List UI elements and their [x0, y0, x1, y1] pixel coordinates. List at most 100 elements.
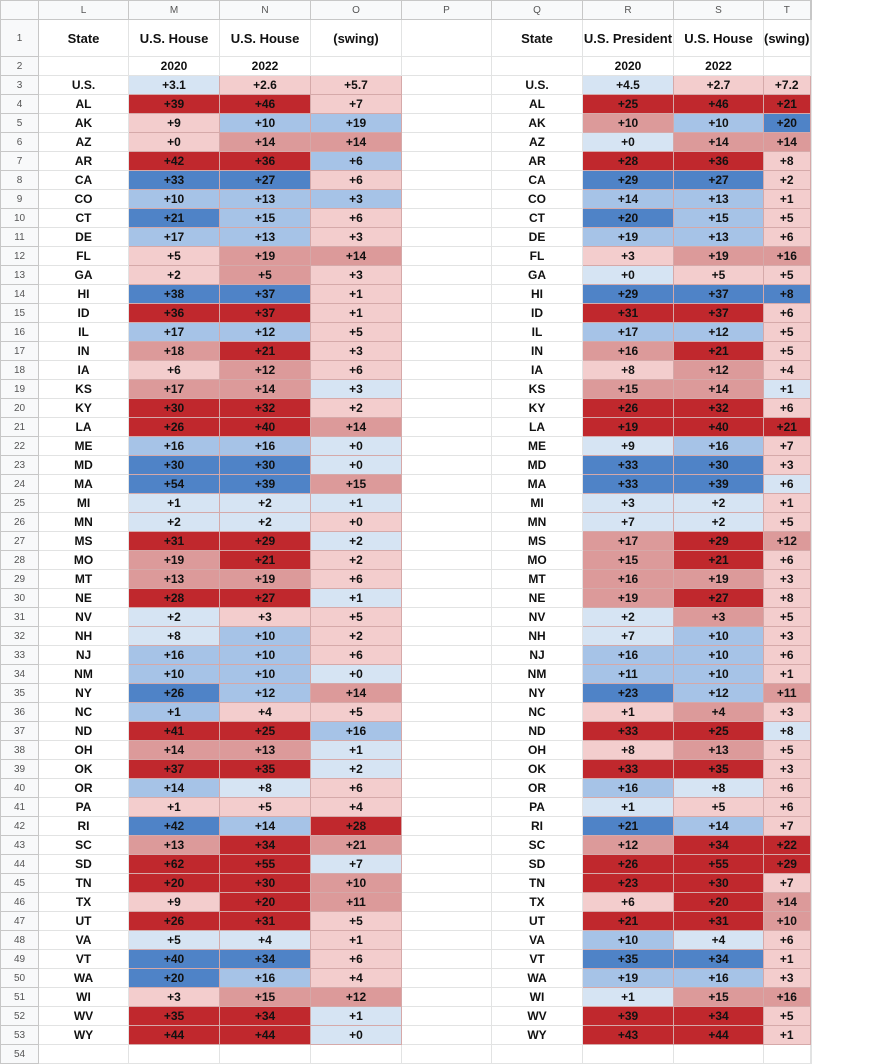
- value-cell[interactable]: +2: [763, 170, 811, 190]
- value-cell[interactable]: +3: [310, 265, 402, 285]
- state-cell[interactable]: VT: [491, 949, 583, 969]
- value-cell[interactable]: +14: [763, 892, 811, 912]
- state-cell[interactable]: ME: [491, 436, 583, 456]
- header-cell[interactable]: (swing): [763, 19, 811, 57]
- header-cell[interactable]: State: [491, 19, 583, 57]
- state-cell[interactable]: NV: [38, 607, 129, 627]
- value-cell[interactable]: +3: [582, 246, 674, 266]
- value-cell[interactable]: +16: [219, 968, 311, 988]
- column-header[interactable]: T: [763, 0, 811, 20]
- value-cell[interactable]: +5: [128, 930, 220, 950]
- value-cell[interactable]: +18: [128, 341, 220, 361]
- row-number[interactable]: 22: [0, 436, 39, 456]
- value-cell[interactable]: +7: [763, 873, 811, 893]
- value-cell[interactable]: +1: [310, 930, 402, 950]
- value-cell[interactable]: +19: [582, 227, 674, 247]
- empty-cell[interactable]: [310, 1044, 402, 1064]
- state-cell[interactable]: KY: [38, 398, 129, 418]
- value-cell[interactable]: +4: [763, 360, 811, 380]
- state-cell[interactable]: GA: [38, 265, 129, 285]
- row-number[interactable]: 23: [0, 455, 39, 475]
- value-cell[interactable]: +6: [310, 170, 402, 190]
- header-cell[interactable]: [38, 56, 129, 76]
- row-number[interactable]: 53: [0, 1025, 39, 1045]
- value-cell[interactable]: +3: [763, 759, 811, 779]
- value-cell[interactable]: +8: [673, 778, 764, 798]
- value-cell[interactable]: +31: [128, 531, 220, 551]
- state-cell[interactable]: OR: [38, 778, 129, 798]
- state-cell[interactable]: SD: [491, 854, 583, 874]
- empty-cell[interactable]: [401, 436, 492, 456]
- row-number[interactable]: 47: [0, 911, 39, 931]
- value-cell[interactable]: +44: [128, 1025, 220, 1045]
- value-cell[interactable]: +7: [310, 94, 402, 114]
- row-number[interactable]: 5: [0, 113, 39, 133]
- empty-cell[interactable]: [809, 19, 812, 57]
- value-cell[interactable]: +25: [673, 721, 764, 741]
- value-cell[interactable]: +33: [582, 474, 674, 494]
- value-cell[interactable]: +34: [219, 835, 311, 855]
- state-cell[interactable]: ID: [38, 303, 129, 323]
- value-cell[interactable]: +5: [219, 797, 311, 817]
- value-cell[interactable]: +26: [128, 417, 220, 437]
- empty-cell[interactable]: [809, 987, 812, 1007]
- value-cell[interactable]: +6: [763, 398, 811, 418]
- value-cell[interactable]: +2.6: [219, 75, 311, 95]
- state-cell[interactable]: ND: [491, 721, 583, 741]
- value-cell[interactable]: +7: [582, 512, 674, 532]
- row-number[interactable]: 20: [0, 398, 39, 418]
- value-cell[interactable]: +3: [582, 493, 674, 513]
- row-number[interactable]: 17: [0, 341, 39, 361]
- empty-cell[interactable]: [401, 75, 492, 95]
- value-cell[interactable]: +14: [310, 132, 402, 152]
- value-cell[interactable]: +5: [763, 1006, 811, 1026]
- value-cell[interactable]: +5: [128, 246, 220, 266]
- value-cell[interactable]: +6: [763, 550, 811, 570]
- empty-cell[interactable]: [401, 474, 492, 494]
- state-cell[interactable]: PA: [38, 797, 129, 817]
- value-cell[interactable]: +21: [219, 341, 311, 361]
- empty-cell[interactable]: [809, 569, 812, 589]
- state-cell[interactable]: TX: [38, 892, 129, 912]
- value-cell[interactable]: +8: [582, 360, 674, 380]
- empty-cell[interactable]: [401, 721, 492, 741]
- empty-cell[interactable]: [809, 493, 812, 513]
- value-cell[interactable]: +3: [310, 379, 402, 399]
- value-cell[interactable]: +3: [763, 626, 811, 646]
- state-cell[interactable]: MO: [491, 550, 583, 570]
- state-cell[interactable]: NV: [491, 607, 583, 627]
- row-number[interactable]: 19: [0, 379, 39, 399]
- value-cell[interactable]: +41: [128, 721, 220, 741]
- value-cell[interactable]: +14: [673, 379, 764, 399]
- header-cell[interactable]: State: [38, 19, 129, 57]
- state-cell[interactable]: NC: [491, 702, 583, 722]
- state-cell[interactable]: WI: [38, 987, 129, 1007]
- header-cell[interactable]: [491, 56, 583, 76]
- value-cell[interactable]: +20: [219, 892, 311, 912]
- value-cell[interactable]: +9: [128, 892, 220, 912]
- value-cell[interactable]: +19: [219, 246, 311, 266]
- row-number[interactable]: 54: [0, 1044, 39, 1064]
- value-cell[interactable]: +3: [310, 227, 402, 247]
- row-number[interactable]: 7: [0, 151, 39, 171]
- value-cell[interactable]: +6: [128, 360, 220, 380]
- state-cell[interactable]: NM: [491, 664, 583, 684]
- value-cell[interactable]: +1: [763, 664, 811, 684]
- state-cell[interactable]: CO: [491, 189, 583, 209]
- value-cell[interactable]: +35: [219, 759, 311, 779]
- value-cell[interactable]: +5: [763, 740, 811, 760]
- row-number[interactable]: 28: [0, 550, 39, 570]
- empty-cell[interactable]: [809, 626, 812, 646]
- column-header[interactable]: R: [582, 0, 674, 20]
- empty-cell[interactable]: [809, 189, 812, 209]
- value-cell[interactable]: +42: [128, 816, 220, 836]
- state-cell[interactable]: WA: [491, 968, 583, 988]
- value-cell[interactable]: +26: [128, 683, 220, 703]
- value-cell[interactable]: +10: [219, 626, 311, 646]
- empty-cell[interactable]: [401, 816, 492, 836]
- value-cell[interactable]: +23: [582, 873, 674, 893]
- value-cell[interactable]: +13: [219, 227, 311, 247]
- state-cell[interactable]: UT: [38, 911, 129, 931]
- value-cell[interactable]: +26: [582, 854, 674, 874]
- value-cell[interactable]: +0: [582, 132, 674, 152]
